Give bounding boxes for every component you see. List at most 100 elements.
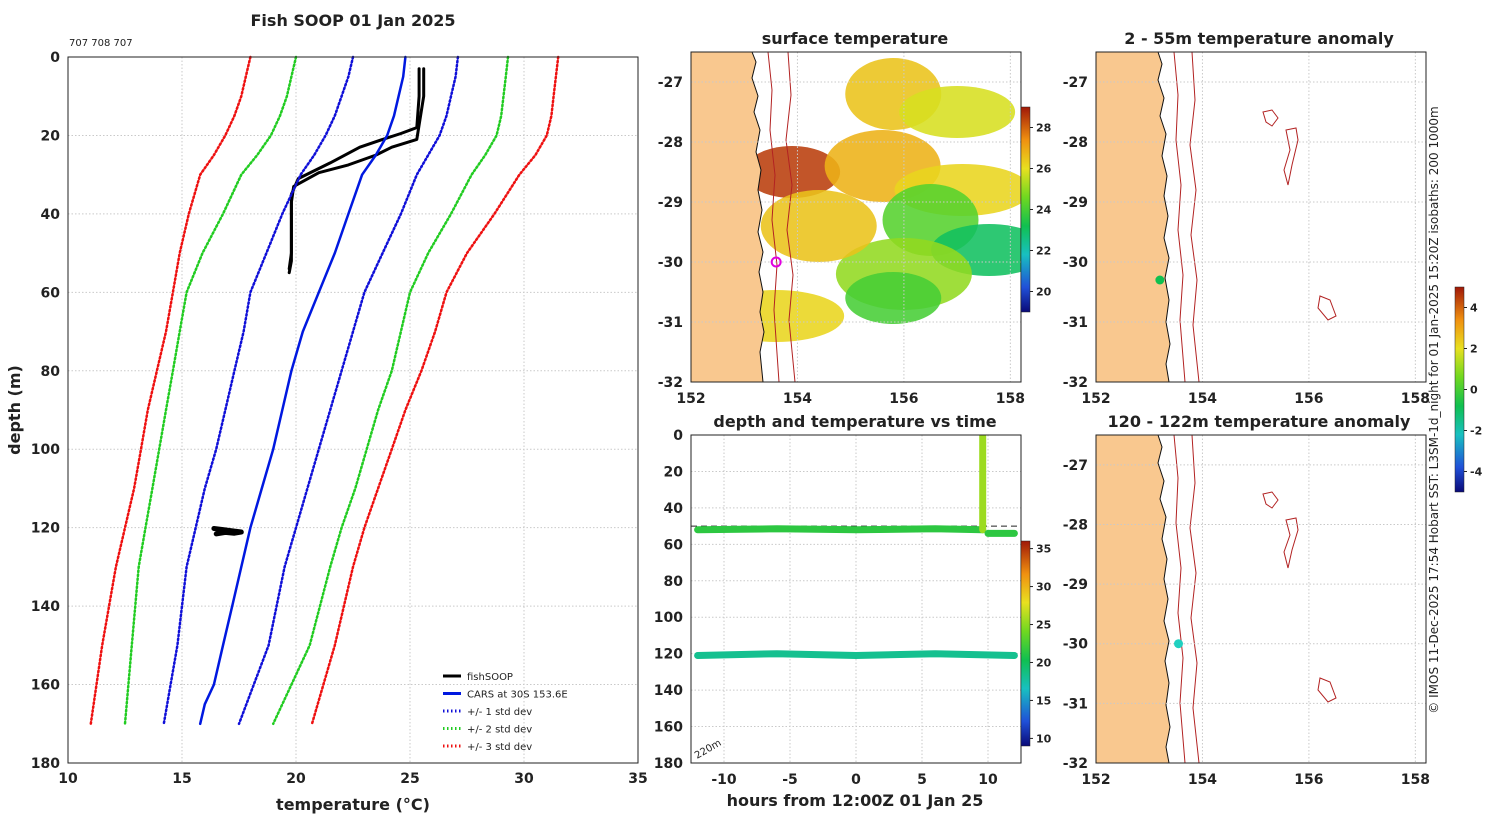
sst-title: surface temperature — [762, 29, 949, 48]
timeseries-tracks — [694, 435, 1018, 659]
timeseries-colorbar-label: 30 — [1036, 581, 1052, 594]
timeseries-title: depth and temperature vs time — [713, 412, 996, 431]
timeseries-xtick: 0 — [851, 772, 861, 788]
sst-lat-tick: -30 — [658, 255, 684, 271]
timeseries-track — [694, 525, 987, 534]
timeseries-grid — [691, 435, 1021, 763]
sst-position-marker — [770, 256, 782, 268]
profile-ytick: 120 — [31, 521, 60, 537]
timeseries-ytick: 120 — [654, 647, 683, 663]
profile-tick-labels: 10 15 20 25 30 35 0 20 40 60 80 100 120 140 160 180 — [31, 50, 648, 787]
sst-land — [691, 52, 765, 382]
anomaly-colorbar-label: -2 — [1470, 425, 1482, 438]
anomaly-upper-isobath-200 — [1173, 52, 1186, 382]
anomaly-lower-tick-labels: 152 154 156 158 -27 -28 -29 -30 -31 -32 — [1063, 458, 1430, 788]
timeseries-ytick: 20 — [664, 464, 684, 480]
anomaly-upper-lat-tick: -29 — [1063, 195, 1088, 211]
anomaly-upper-lon-tick: 156 — [1294, 391, 1323, 407]
anomaly-colorbar-label: 0 — [1470, 384, 1478, 397]
sst-lat-tick: -27 — [658, 75, 683, 91]
anomaly-upper-grid — [1096, 52, 1426, 382]
timeseries-colorbar-label: 25 — [1036, 619, 1051, 632]
anomaly-upper-seamounts — [1262, 109, 1337, 321]
profile-xtick: 35 — [628, 771, 647, 787]
profile-series-line — [211, 526, 244, 537]
timeseries-colorbar-label: 10 — [1036, 732, 1052, 745]
sst-lon-tick: 156 — [889, 391, 918, 407]
anomaly-lower-panel: 120 - 122m temperature anomaly 152 154 156… — [1063, 412, 1430, 788]
anomaly-upper-land — [1096, 52, 1171, 382]
profile-xtick: 30 — [514, 771, 534, 787]
profile-series-line — [162, 55, 355, 726]
timeseries-colorbar-label: 20 — [1036, 656, 1052, 669]
profile-series-line — [310, 55, 560, 726]
sst-lat-tick: -32 — [658, 375, 683, 391]
anomaly-lower-lat-tick: -28 — [1063, 517, 1088, 533]
profile-legend-label: +/- 1 std dev — [467, 707, 532, 718]
anomaly-lower-lat-tick: -27 — [1063, 458, 1088, 474]
timeseries-panel: depth and temperature vs time -10 -5 0 5 100… — [654, 412, 1052, 810]
sst-patch — [760, 190, 877, 262]
anomaly-upper-lat-tick: -28 — [1063, 135, 1088, 151]
anomaly-upper-lon-tick: 158 — [1401, 391, 1430, 407]
anomaly-lower-title: 120 - 122m temperature anomaly — [1108, 412, 1411, 431]
timeseries-ytick: 160 — [654, 720, 683, 736]
sst-patch — [845, 272, 942, 324]
sst-colorbar-label: 28 — [1036, 122, 1051, 135]
profile-title: Fish SOOP 01 Jan 2025 — [251, 11, 456, 30]
profile-grid — [68, 57, 638, 763]
profile-ytick: 140 — [31, 599, 60, 615]
anomaly-lower-lon-tick: 154 — [1188, 772, 1217, 788]
anomaly-lower-seamounts — [1262, 491, 1337, 703]
anomaly-upper-lat-tick: -27 — [1063, 75, 1088, 91]
anomaly-colorbar-ticks: -4 -2 0 2 4 — [1464, 302, 1483, 479]
profile-ytick: 60 — [41, 285, 61, 301]
profile-frame — [67, 56, 639, 764]
profile-ytick: 80 — [41, 364, 61, 380]
anomaly-upper-isobath-1000 — [1189, 52, 1200, 382]
timeseries-ytick: 40 — [664, 501, 684, 517]
anomaly-lower-lon-tick: 158 — [1401, 772, 1430, 788]
anomaly-lower-land — [1096, 435, 1171, 763]
profile-legend-label: +/- 3 std dev — [467, 742, 532, 753]
anomaly-lower-lat-tick: -29 — [1063, 577, 1088, 593]
profile-ytick: 20 — [41, 128, 61, 144]
timeseries-colorbar-label: 15 — [1036, 694, 1051, 707]
profile-ytick: 0 — [50, 50, 60, 66]
sst-colorbar-label: 24 — [1036, 204, 1052, 217]
sst-isobath-200 — [767, 52, 780, 382]
profile-series-line — [237, 55, 460, 726]
anomaly-lower-marker — [1174, 639, 1183, 649]
anomaly-lower-lat-tick: -31 — [1063, 696, 1088, 712]
sst-colorbar-label: 20 — [1036, 286, 1052, 299]
timeseries-xtick: 5 — [917, 772, 927, 788]
timeseries-ytick: 80 — [664, 574, 684, 590]
anomaly-lower-lon-tick: 152 — [1081, 772, 1110, 788]
timeseries-track — [694, 650, 1018, 659]
profile-series — [89, 55, 560, 726]
timeseries-xtick: 10 — [978, 772, 998, 788]
profile-series-line — [198, 55, 407, 726]
sst-lon-tick: 158 — [996, 391, 1025, 407]
anomaly-colorbar — [1454, 286, 1465, 493]
sst-lon-tick: 154 — [783, 391, 812, 407]
anomaly-upper-lon-tick: 152 — [1081, 391, 1110, 407]
anomaly-upper-lat-tick: -32 — [1063, 375, 1088, 391]
sst-patch — [744, 146, 841, 198]
anomaly-lower-lat-tick: -32 — [1063, 756, 1088, 772]
profile-subtitle: 707 708 707 — [69, 38, 133, 49]
profile-ytick: 40 — [41, 207, 61, 223]
profile-xtick: 20 — [286, 771, 306, 787]
sst-colorbar-ticks: 20 22 24 26 28 — [1030, 122, 1052, 299]
timeseries-ytick: 100 — [654, 610, 683, 626]
side-caption: © IMOS 11-Dec-2025 17:54 Hobart SST: L3S… — [1427, 106, 1441, 713]
anomaly-lower-lat-tick: -30 — [1063, 637, 1089, 653]
anomaly-colorbar-label: 4 — [1470, 302, 1478, 315]
profile-xtick: 10 — [58, 771, 78, 787]
timeseries-colorbar-ticks: 10 15 20 25 30 35 — [1030, 543, 1052, 745]
anomaly-colorbar-label: 2 — [1470, 343, 1478, 356]
profile-series-line — [271, 55, 510, 726]
sst-lat-tick: -28 — [658, 135, 683, 151]
anomaly-upper-tick-labels: 152 154 156 158 -27 -28 -29 -30 -31 -32 — [1063, 75, 1430, 407]
